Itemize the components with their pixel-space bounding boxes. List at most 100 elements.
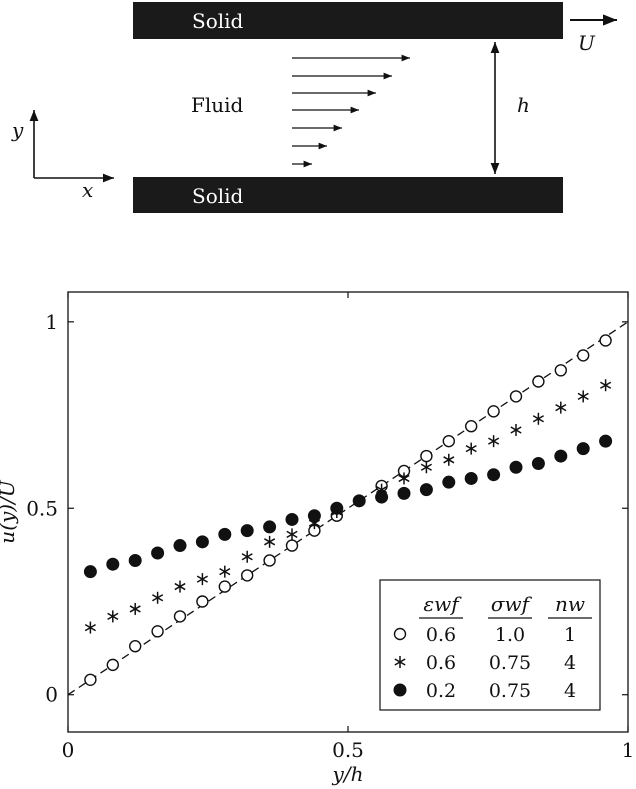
open-circle-point xyxy=(106,658,120,672)
asterisk-point xyxy=(555,401,567,414)
open-circle-point xyxy=(173,610,187,623)
coordinate-y-label: y xyxy=(11,118,24,142)
velocity-profile-chart: 0 0.5 1 0 0.5 1 y/h u(y)/U εwf σwf nw 0.6 1.0 1 0.6… xyxy=(0,291,634,786)
asterisk-point xyxy=(510,423,522,436)
open-circle-point xyxy=(240,569,254,582)
open-circle-point xyxy=(487,405,500,418)
open-circle-point xyxy=(442,434,455,448)
x-axis-label: y/h xyxy=(332,762,364,786)
legend-header: σwf xyxy=(491,592,533,616)
fluid-label: Fluid xyxy=(191,93,244,117)
open-circle-point xyxy=(84,673,97,686)
filled-circle-point xyxy=(442,475,456,489)
filled-circle-point xyxy=(464,471,478,485)
legend-value: 1 xyxy=(564,624,576,646)
filled-circle-point xyxy=(509,460,523,474)
open-circle-point xyxy=(263,554,276,567)
asterisk-point xyxy=(532,412,544,425)
asterisk-point xyxy=(286,528,298,541)
open-circle-point xyxy=(554,364,567,377)
wall-velocity-label: U xyxy=(578,31,596,55)
filled-circle-point xyxy=(487,468,501,482)
open-circle-point xyxy=(577,349,590,362)
legend-value: 1.0 xyxy=(495,624,525,646)
asterisk-point xyxy=(129,602,141,615)
legend-box xyxy=(379,579,601,711)
asterisk-point xyxy=(152,591,164,604)
legend-value: 0.6 xyxy=(426,624,456,646)
filled-circle-point xyxy=(106,557,120,571)
filled-circle-point xyxy=(128,553,142,567)
filled-circle-point xyxy=(195,535,209,549)
flow-schematic: Solid Solid Fluid U h y x xyxy=(11,2,617,213)
x-tick-label: 1 xyxy=(622,738,635,762)
open-circle-point xyxy=(196,595,209,608)
legend-marker xyxy=(394,656,406,668)
asterisk-point xyxy=(196,573,208,586)
y-tick-label: 0 xyxy=(45,683,58,707)
legend-value: 0.6 xyxy=(426,652,456,674)
asterisk-point xyxy=(219,565,231,578)
open-circle-point xyxy=(465,420,478,433)
x-tick-label: 0.5 xyxy=(332,738,364,762)
filled-circle-point xyxy=(285,512,299,526)
asterisk-point xyxy=(600,379,612,392)
filled-circle-point xyxy=(397,486,411,500)
open-circle-point xyxy=(532,375,545,388)
filled-circle-point xyxy=(83,565,97,579)
filled-circle-point xyxy=(419,483,433,497)
asterisk-point xyxy=(398,472,410,485)
open-circle-point xyxy=(599,334,612,347)
legend-value: 0.2 xyxy=(426,680,456,702)
top-wall-label: Solid xyxy=(192,9,244,33)
asterisk-point xyxy=(465,442,477,455)
filled-circle-point xyxy=(151,546,165,560)
legend-marker xyxy=(393,627,407,641)
y-tick-label: 1 xyxy=(45,310,58,334)
filled-circle-point xyxy=(576,442,590,456)
bottom-wall-label: Solid xyxy=(192,184,244,208)
open-circle-point xyxy=(218,580,232,593)
filled-circle-point xyxy=(218,527,232,541)
asterisk-point xyxy=(443,453,455,466)
legend-value: 0.75 xyxy=(489,680,531,702)
legend-value: 0.75 xyxy=(489,652,531,674)
axis-tick-labels: 0 0.5 1 0 0.5 1 xyxy=(26,310,634,762)
filled-circle-point xyxy=(307,509,321,523)
open-circle-point xyxy=(151,625,164,638)
coordinate-x-label: x xyxy=(82,178,93,202)
asterisk-point xyxy=(577,390,589,403)
filled-circle-point xyxy=(352,494,366,508)
asterisk-point xyxy=(264,535,276,548)
asterisk-point xyxy=(420,461,432,474)
asterisk-point xyxy=(107,610,119,623)
legend: εwf σwf nw 0.6 1.0 1 0.6 0.75 4 0.2 0.75 4 xyxy=(379,579,601,711)
filled-circle-point xyxy=(263,520,277,534)
bottom-solid-wall xyxy=(133,177,563,213)
filled-circle-point xyxy=(173,539,187,553)
legend-header: εwf xyxy=(423,592,462,616)
legend-header: nw xyxy=(555,592,585,616)
asterisk-point xyxy=(174,580,186,593)
asterisk-point xyxy=(84,621,96,634)
legend-marker xyxy=(393,683,407,697)
velocity-profile-arrows xyxy=(292,54,410,168)
open-circle-point xyxy=(509,390,523,403)
top-solid-wall xyxy=(133,2,563,39)
data-markers xyxy=(83,334,613,686)
filled-circle-point xyxy=(330,501,344,515)
y-axis-label: u(y)/U xyxy=(0,479,19,544)
legend-value: 4 xyxy=(564,652,576,674)
filled-circle-point xyxy=(531,457,545,471)
gap-height-label: h xyxy=(517,93,530,117)
filled-circle-point xyxy=(554,449,568,463)
filled-circle-point xyxy=(599,434,613,448)
open-circle-point xyxy=(420,449,433,463)
filled-circle-point xyxy=(240,524,254,538)
y-tick-label: 0.5 xyxy=(26,496,58,520)
asterisk-point xyxy=(488,435,500,448)
legend-value: 4 xyxy=(564,680,576,702)
open-circle-point xyxy=(128,640,142,653)
series-filled-circle xyxy=(83,434,613,579)
